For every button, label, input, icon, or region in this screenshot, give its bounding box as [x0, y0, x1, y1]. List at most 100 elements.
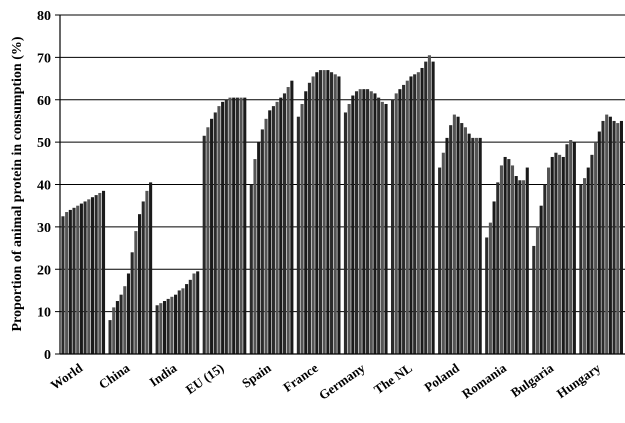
- x-category-label: Hungary: [554, 360, 604, 401]
- bar: [558, 154, 562, 354]
- bar: [380, 101, 384, 355]
- bar: [590, 154, 594, 354]
- x-category-label: India: [147, 360, 180, 390]
- bar: [416, 72, 420, 355]
- bar: [275, 101, 279, 355]
- bar: [188, 279, 192, 354]
- bar: [402, 84, 406, 355]
- bar: [569, 140, 573, 354]
- bar: [565, 144, 569, 354]
- bar: [83, 201, 87, 354]
- bar: [101, 190, 106, 354]
- bar: [460, 123, 464, 354]
- bar: [68, 209, 72, 354]
- bar: [492, 201, 496, 354]
- bar: [322, 70, 326, 354]
- bar: [155, 305, 159, 354]
- x-category-label: EU (15): [183, 360, 227, 397]
- bar: [550, 156, 554, 354]
- y-tick-labels: 0 10 20 30 40 50 60 70 80: [37, 9, 51, 363]
- bars: [61, 55, 623, 355]
- bar: [181, 288, 185, 354]
- bar: [499, 165, 504, 354]
- bar: [583, 178, 587, 354]
- bar: [315, 72, 319, 355]
- gridlines: [60, 14, 625, 313]
- bar: [391, 99, 395, 354]
- bar: [488, 222, 492, 354]
- bar: [290, 80, 294, 355]
- bar: [369, 91, 373, 355]
- bar: [264, 118, 268, 354]
- bar: [217, 106, 221, 354]
- bar: [616, 123, 620, 354]
- bar: [279, 97, 283, 354]
- bar: [268, 110, 272, 354]
- bar: [304, 91, 308, 355]
- bar: [438, 167, 442, 354]
- bar: [496, 182, 500, 354]
- axes: [55, 14, 625, 355]
- y-axis-label: Proportion of animal protein in consumpt…: [10, 36, 25, 331]
- x-category-label: Germany: [316, 360, 368, 403]
- bar: [239, 97, 243, 354]
- bar: [192, 273, 196, 354]
- bar: [525, 167, 529, 354]
- bar: [354, 91, 359, 355]
- bar: [119, 294, 123, 354]
- bar: [249, 184, 253, 354]
- bar: [605, 114, 609, 354]
- bar: [478, 137, 482, 354]
- y-tick-label: 70: [37, 51, 51, 66]
- bar: [90, 197, 95, 354]
- bar: [373, 93, 377, 354]
- bar: [126, 273, 131, 354]
- bar: [76, 205, 80, 354]
- y-tick-label: 0: [44, 348, 51, 363]
- bar: [330, 72, 334, 355]
- y-tick-label: 30: [37, 221, 51, 236]
- bar: [347, 103, 351, 355]
- y-tick-label: 10: [37, 306, 51, 321]
- bar: [224, 99, 228, 354]
- bar: [449, 125, 453, 354]
- bar: [452, 114, 456, 354]
- bar: [619, 120, 623, 354]
- bar: [384, 103, 388, 355]
- bar: [243, 97, 247, 354]
- bar: [539, 205, 543, 354]
- bar: [572, 142, 576, 355]
- bar: [134, 231, 138, 354]
- bar: [612, 120, 616, 354]
- bar: [543, 184, 547, 354]
- bar: [260, 129, 264, 354]
- bar: [503, 156, 507, 354]
- bar: [123, 286, 127, 354]
- bar: [318, 70, 323, 354]
- bar: [441, 152, 445, 354]
- bar: [235, 97, 239, 354]
- bar: [170, 296, 174, 354]
- bar: [532, 245, 536, 354]
- bar: [608, 116, 612, 354]
- y-tick-label: 50: [37, 136, 51, 151]
- bar: [213, 112, 217, 355]
- x-category-label: The NL: [371, 360, 415, 397]
- bar: [108, 320, 112, 354]
- bar: [554, 152, 558, 354]
- bar: [420, 67, 424, 354]
- y-tick-label: 60: [37, 94, 51, 109]
- x-category-labels: World China India EU (15) Spain FranceGermany…: [48, 360, 604, 403]
- bar: [61, 216, 65, 354]
- bar: [547, 167, 551, 354]
- bar: [594, 142, 598, 355]
- bar: [185, 284, 189, 354]
- bar: [326, 70, 330, 354]
- bar: [362, 89, 366, 354]
- x-category-label: China: [96, 360, 133, 392]
- bar: [405, 80, 409, 355]
- bar: [474, 137, 479, 354]
- bar: [112, 307, 116, 354]
- bar: [271, 106, 275, 354]
- bar: [296, 116, 300, 354]
